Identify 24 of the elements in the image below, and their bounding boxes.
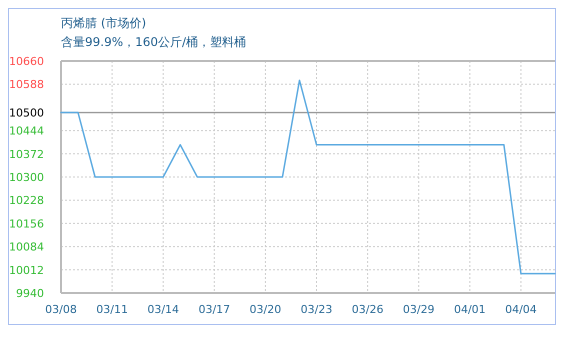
x-tick-label: 03/26 xyxy=(352,303,384,316)
y-tick-label: 10444 xyxy=(9,124,44,138)
chart-subtitle: 含量99.9%，160公斤/桶，塑料桶 xyxy=(61,35,246,49)
x-tick-label: 03/29 xyxy=(402,303,435,316)
y-tick-label: 10500 xyxy=(9,106,44,120)
y-tick-label: 10084 xyxy=(9,240,44,254)
y-tick-label: 10012 xyxy=(9,264,44,277)
y-tick-label: 10588 xyxy=(9,78,44,92)
x-tick-label: 03/17 xyxy=(198,303,230,316)
chart-title: 丙烯腈 (市场价) xyxy=(61,16,146,30)
y-tick-label: 10156 xyxy=(9,217,44,230)
y-tick-label: 10372 xyxy=(9,148,44,161)
y-tick-label: 10228 xyxy=(9,194,44,208)
x-tick-label: 04/04 xyxy=(505,303,537,316)
x-tick-label: 03/23 xyxy=(300,303,332,316)
x-tick-label: 04/01 xyxy=(454,303,486,316)
x-tick-label: 03/20 xyxy=(250,303,282,316)
y-tick-label: 10660 xyxy=(9,55,44,68)
x-tick-label: 03/08 xyxy=(45,303,77,316)
y-tick-label: 10300 xyxy=(9,171,44,184)
y-tick-label: 9940 xyxy=(16,287,44,300)
x-tick-label: 03/14 xyxy=(147,303,180,316)
x-tick-label: 03/11 xyxy=(96,303,128,316)
line-series xyxy=(60,80,556,274)
